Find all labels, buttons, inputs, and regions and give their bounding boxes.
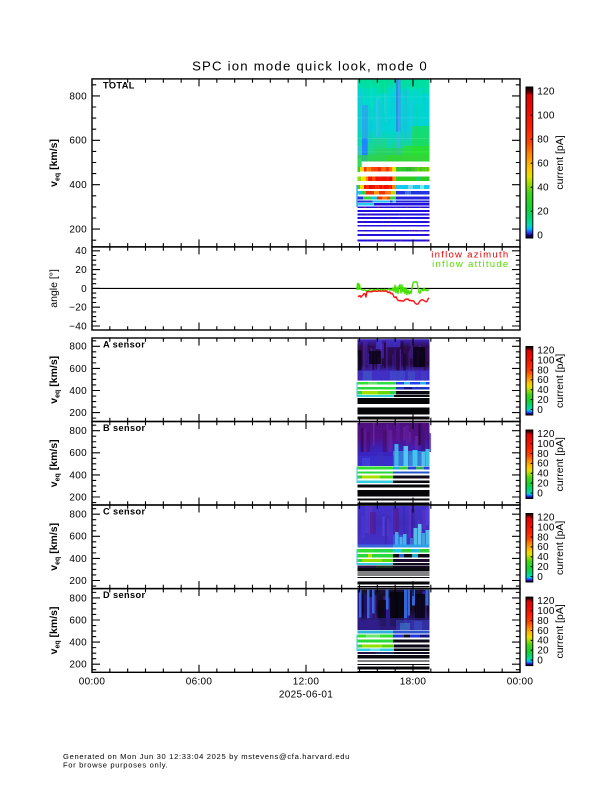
svg-text:600: 600 [69, 448, 87, 459]
svg-text:inflow azimuth: inflow azimuth [431, 250, 509, 261]
svg-text:40: 40 [75, 246, 87, 257]
svg-text:400: 400 [69, 386, 87, 397]
svg-text:A sensor: A sensor [103, 340, 145, 350]
svg-text:80: 80 [537, 532, 549, 543]
svg-text:80: 80 [537, 449, 549, 460]
svg-text:100: 100 [537, 111, 555, 122]
svg-text:200: 200 [69, 408, 87, 419]
svg-text:Generated on Mon Jun 30 12:33:: Generated on Mon Jun 30 12:33:04 2025 by… [63, 752, 350, 761]
svg-text:2025-06-01: 2025-06-01 [279, 690, 333, 701]
svg-text:60: 60 [537, 626, 549, 637]
svg-text:inflow attitude: inflow attitude [432, 259, 509, 270]
svg-text:800: 800 [69, 593, 87, 604]
svg-text:600: 600 [69, 364, 87, 375]
svg-text:0: 0 [537, 231, 543, 242]
svg-text:00:00: 00:00 [79, 677, 106, 688]
svg-text:12:00: 12:00 [293, 677, 320, 688]
svg-text:200: 200 [69, 660, 87, 671]
svg-text:120: 120 [537, 513, 555, 524]
svg-text:800: 800 [69, 91, 87, 102]
svg-text:60: 60 [537, 159, 549, 170]
svg-text:20: 20 [537, 478, 549, 489]
svg-text:0: 0 [81, 284, 87, 295]
svg-text:200: 200 [69, 576, 87, 587]
svg-text:600: 600 [69, 532, 87, 543]
svg-text:120: 120 [537, 346, 555, 357]
svg-text:120: 120 [537, 596, 555, 607]
svg-text:400: 400 [69, 470, 87, 481]
svg-text:20: 20 [537, 395, 549, 406]
svg-text:TOTAL: TOTAL [103, 80, 135, 90]
svg-text:80: 80 [537, 135, 549, 146]
svg-text:100: 100 [537, 355, 555, 366]
svg-text:0: 0 [537, 572, 543, 583]
svg-text:400: 400 [69, 180, 87, 191]
svg-text:600: 600 [69, 136, 87, 147]
svg-text:20: 20 [537, 562, 549, 573]
svg-text:current [pA]: current [pA] [554, 604, 566, 658]
svg-text:current [pA]: current [pA] [554, 521, 566, 575]
svg-text:400: 400 [69, 554, 87, 565]
svg-text:angle [°]: angle [°] [48, 269, 60, 308]
svg-text:400: 400 [69, 638, 87, 649]
svg-text:06:00: 06:00 [186, 677, 213, 688]
svg-text:60: 60 [537, 375, 549, 386]
svg-text:120: 120 [537, 429, 555, 440]
svg-text:00:00: 00:00 [507, 677, 534, 688]
svg-text:18:00: 18:00 [400, 677, 427, 688]
svg-text:D sensor: D sensor [103, 590, 146, 600]
svg-text:0: 0 [537, 405, 543, 416]
svg-text:60: 60 [537, 459, 549, 470]
svg-text:0: 0 [537, 655, 543, 666]
svg-text:80: 80 [537, 365, 549, 376]
svg-text:100: 100 [537, 606, 555, 617]
svg-text:40: 40 [537, 636, 549, 647]
svg-text:−40: −40 [69, 321, 87, 332]
svg-text:60: 60 [537, 542, 549, 553]
svg-text:SPC ion mode quick look, mode: SPC ion mode quick look, mode 0 [192, 59, 428, 74]
svg-text:20: 20 [75, 265, 87, 276]
svg-text:current [pA]: current [pA] [554, 135, 566, 189]
svg-text:200: 200 [69, 492, 87, 503]
svg-text:100: 100 [537, 439, 555, 450]
svg-text:600: 600 [69, 615, 87, 626]
svg-text:B sensor: B sensor [103, 423, 146, 433]
svg-text:40: 40 [537, 183, 549, 194]
svg-text:100: 100 [537, 522, 555, 533]
svg-text:40: 40 [537, 385, 549, 396]
svg-text:current [pA]: current [pA] [554, 437, 566, 491]
svg-text:C sensor: C sensor [103, 507, 146, 517]
svg-text:0: 0 [537, 488, 543, 499]
svg-text:20: 20 [537, 646, 549, 657]
svg-text:200: 200 [69, 225, 87, 236]
svg-text:40: 40 [537, 552, 549, 563]
svg-text:current [pA]: current [pA] [554, 354, 566, 408]
svg-text:80: 80 [537, 616, 549, 627]
svg-text:20: 20 [537, 207, 549, 218]
svg-text:−20: −20 [69, 303, 87, 314]
svg-text:120: 120 [537, 87, 555, 98]
svg-text:800: 800 [69, 342, 87, 353]
svg-text:800: 800 [69, 426, 87, 437]
svg-text:40: 40 [537, 469, 549, 480]
svg-text:For browse purposes only.: For browse purposes only. [63, 760, 168, 769]
svg-text:800: 800 [69, 510, 87, 521]
